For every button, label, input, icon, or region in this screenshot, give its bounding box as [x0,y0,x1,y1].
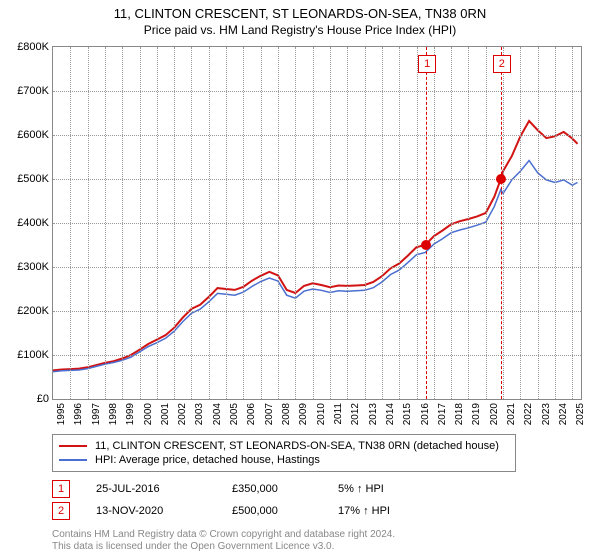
footer-line-2: This data is licensed under the Open Gov… [52,540,334,553]
gridline-v [105,47,106,399]
chart: £0£100K£200K£300K£400K£500K£600K£700K£80… [52,46,582,400]
gridline-v [88,47,89,399]
x-axis-label: 2025 [575,403,586,435]
gridline-v [122,47,123,399]
sale-row-marker: 1 [52,480,70,498]
x-axis-label: 2012 [350,403,361,435]
sale-row: 2 13-NOV-2020 £500,000 17% ↑ HPI [52,502,390,520]
gridline-v [295,47,296,399]
sale-marker-box: 1 [418,55,436,73]
x-axis-label: 2020 [489,403,500,435]
y-axis-label: £200K [5,305,49,317]
gridline-v [330,47,331,399]
gridline-v [209,47,210,399]
gridline-v [174,47,175,399]
gridline-v [486,47,487,399]
gridline-v [382,47,383,399]
x-axis-label: 2001 [160,403,171,435]
x-axis-label: 2017 [437,403,448,435]
x-axis-label: 1995 [56,403,67,435]
legend-label: HPI: Average price, detached house, Hast… [95,454,320,466]
sale-dot [421,240,431,250]
gridline-v [468,47,469,399]
y-axis-label: £600K [5,129,49,141]
sale-marker-line [426,47,427,399]
x-axis-label: 2018 [454,403,465,435]
x-axis-label: 2021 [506,403,517,435]
gridline-v [434,47,435,399]
series-property [53,121,578,371]
x-axis-label: 2008 [281,403,292,435]
gridline-v [140,47,141,399]
gridline-v [243,47,244,399]
legend-item: 11, CLINTON CRESCENT, ST LEONARDS-ON-SEA… [59,439,509,453]
x-axis-label: 2023 [541,403,552,435]
gridline-v [191,47,192,399]
gridline-v [538,47,539,399]
page-title: 11, CLINTON CRESCENT, ST LEONARDS-ON-SEA… [0,0,600,23]
x-axis-label: 2016 [420,403,431,435]
x-axis-label: 2006 [246,403,257,435]
x-axis-label: 1999 [125,403,136,435]
legend-label: 11, CLINTON CRESCENT, ST LEONARDS-ON-SEA… [95,440,499,452]
x-axis-label: 2000 [143,403,154,435]
sale-marker-line [501,47,502,399]
x-axis-label: 2011 [333,403,344,435]
x-axis-label: 2014 [385,403,396,435]
gridline-v [226,47,227,399]
sale-marker-box: 2 [493,55,511,73]
gridline-v [503,47,504,399]
page-subtitle: Price paid vs. HM Land Registry's House … [0,23,600,41]
gridline-v [70,47,71,399]
sale-date: 25-JUL-2016 [96,483,206,495]
x-axis-label: 2005 [229,403,240,435]
gridline-v [278,47,279,399]
y-axis-label: £300K [5,261,49,273]
y-axis-label: £400K [5,217,49,229]
x-axis-label: 2009 [298,403,309,435]
x-axis-label: 1998 [108,403,119,435]
y-axis-label: £700K [5,85,49,97]
sale-row-marker: 2 [52,502,70,520]
gridline-v [365,47,366,399]
gridline-v [572,47,573,399]
x-axis-label: 2024 [558,403,569,435]
legend: 11, CLINTON CRESCENT, ST LEONARDS-ON-SEA… [52,434,516,472]
y-axis-label: £100K [5,349,49,361]
x-axis-label: 2022 [523,403,534,435]
sale-price: £500,000 [232,505,312,517]
x-axis-label: 2002 [177,403,188,435]
legend-swatch [59,445,87,447]
x-axis-label: 2007 [264,403,275,435]
x-axis-label: 1997 [91,403,102,435]
x-axis-label: 2015 [402,403,413,435]
x-axis-label: 2019 [471,403,482,435]
x-axis-label: 2003 [194,403,205,435]
x-axis-label: 2004 [212,403,223,435]
gridline-v [451,47,452,399]
x-axis-label: 1996 [73,403,84,435]
gridline-v [399,47,400,399]
x-axis-label: 2010 [316,403,327,435]
x-axis-label: 2013 [368,403,379,435]
y-axis-label: £0 [5,393,49,405]
y-axis-label: £800K [5,41,49,53]
gridline-v [520,47,521,399]
sale-price: £350,000 [232,483,312,495]
y-axis-label: £500K [5,173,49,185]
sale-date: 13-NOV-2020 [96,505,206,517]
gridline-v [417,47,418,399]
gridline-v [313,47,314,399]
gridline-v [261,47,262,399]
sale-row: 1 25-JUL-2016 £350,000 5% ↑ HPI [52,480,384,498]
gridline-v [157,47,158,399]
sale-delta: 17% ↑ HPI [338,505,390,517]
gridline-v [347,47,348,399]
legend-item: HPI: Average price, detached house, Hast… [59,453,509,467]
sale-dot [496,174,506,184]
legend-swatch [59,459,87,461]
sale-delta: 5% ↑ HPI [338,483,384,495]
gridline-v [555,47,556,399]
